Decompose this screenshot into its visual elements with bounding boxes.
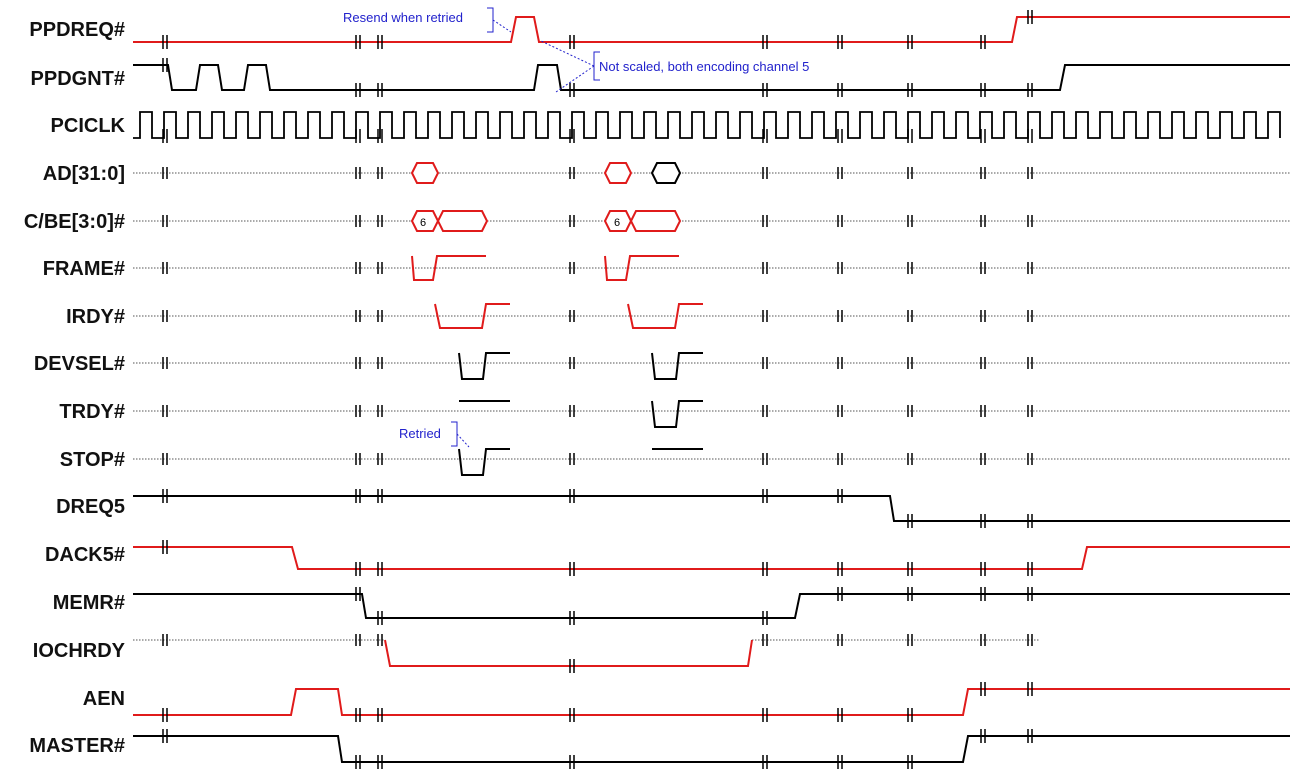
label-stop: STOP#	[60, 449, 125, 471]
bus-ad-3	[650, 162, 682, 184]
label-dack5: DACK5#	[45, 544, 125, 566]
label-irdy: IRDY#	[66, 306, 125, 328]
bus-cbe-be-2	[629, 210, 682, 232]
label-memr: MEMR#	[53, 592, 125, 614]
label-frame: FRAME#	[43, 258, 125, 280]
bracket-resend	[487, 7, 494, 33]
wave-frame-2	[604, 255, 679, 281]
bus-cbe-be-1	[436, 210, 489, 232]
label-master: MASTER#	[29, 735, 125, 757]
signal-labels: PPDREQ# PPDGNT# PCICLK AD[31:0] C/BE[3:0]# FR…	[24, 19, 126, 757]
label-pciclk: PCICLK	[51, 115, 126, 137]
time-break-marks	[162, 10, 1033, 769]
wave-aen	[133, 688, 1290, 716]
note-retried: Retried	[399, 426, 441, 441]
label-devsel: DEVSEL#	[34, 353, 125, 375]
wave-stop-1	[458, 448, 510, 476]
wave-dreq5	[133, 495, 1290, 522]
label-trdy: TRDY#	[59, 401, 125, 423]
wave-ppdgnt	[133, 64, 1290, 91]
wave-devsel-1	[458, 352, 510, 380]
leader-resend	[492, 19, 512, 33]
leader-not-scaled-1	[540, 40, 595, 67]
label-dreq5: DREQ5	[56, 496, 125, 518]
wave-frame-1	[411, 255, 486, 281]
wave-irdy-2	[627, 303, 703, 329]
leader-retried	[456, 433, 470, 448]
wave-ppdreq	[133, 16, 1290, 43]
wave-trdy-2	[651, 400, 703, 428]
wave-master	[133, 735, 1290, 763]
idle-dotted-lines	[133, 172, 1290, 641]
label-ad: AD[31:0]	[43, 163, 125, 185]
label-ppdgnt: PPDGNT#	[31, 68, 125, 90]
wave-irdy-1	[434, 303, 510, 329]
wave-devsel-2	[651, 352, 703, 380]
cbe-command-value-2: 6	[614, 217, 620, 229]
label-iochrdy: IOCHRDY	[33, 640, 126, 662]
cbe-command-value-1: 6	[420, 217, 426, 229]
wave-dack5	[133, 546, 1290, 570]
wave-memr	[133, 593, 1290, 619]
bus-ad-2	[603, 162, 633, 184]
annotations: Resend when retried Not scaled, both enc…	[343, 7, 809, 448]
label-ppdreq: PPDREQ#	[29, 19, 125, 41]
label-cbe: C/BE[3:0]#	[24, 211, 125, 233]
waveforms	[133, 16, 1290, 763]
wave-pciclk	[133, 111, 1281, 139]
label-aen: AEN	[83, 688, 125, 710]
note-resend-when-retried: Resend when retried	[343, 10, 463, 25]
wave-iochrdy	[384, 639, 753, 667]
note-not-scaled: Not scaled, both encoding channel 5	[599, 59, 809, 74]
bus-ad-1	[410, 162, 440, 184]
bracket-retried	[451, 421, 458, 447]
